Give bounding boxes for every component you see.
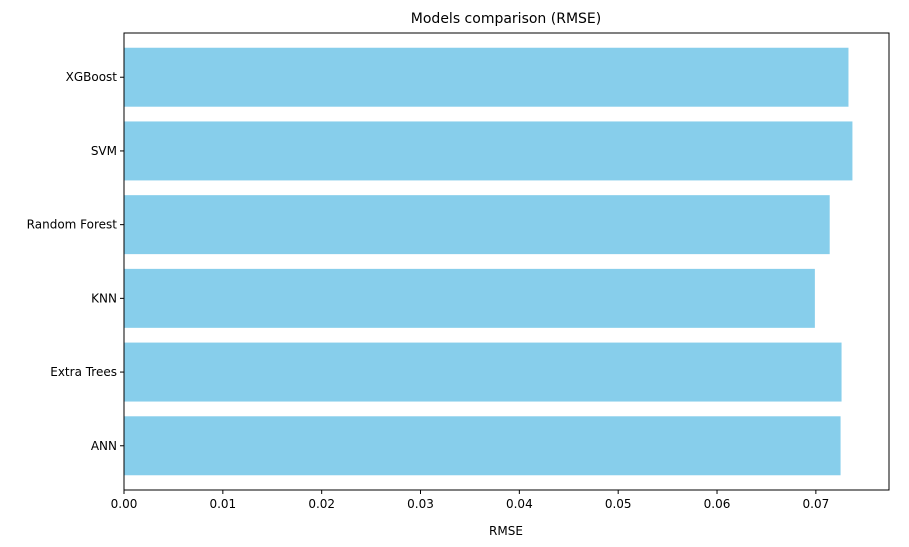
x-axis-ticks: 0.00 0.01 0.02 0.03 0.04 0.05 0.06 0.07 [111, 490, 830, 511]
bar-extra-trees [124, 342, 842, 402]
x-tick-label-0: 0.00 [111, 497, 138, 511]
bars-group [124, 47, 853, 476]
x-tick-label-6: 0.06 [704, 497, 731, 511]
chart-title: Models comparison (RMSE) [411, 11, 601, 27]
y-tick-label-knn: KNN [91, 291, 117, 305]
bar-knn [124, 268, 815, 328]
x-tick-label-4: 0.04 [506, 497, 533, 511]
y-tick-label-random-forest: Random Forest [27, 218, 118, 232]
bar-svm [124, 121, 853, 181]
x-axis-title: RMSE [489, 524, 523, 538]
bar-ann [124, 416, 841, 476]
x-tick-label-5: 0.05 [605, 497, 632, 511]
bar-xgboost [124, 47, 849, 107]
x-tick-label-3: 0.03 [407, 497, 434, 511]
y-tick-label-xgboost: XGBoost [66, 70, 118, 84]
x-tick-label-1: 0.01 [209, 497, 236, 511]
y-tick-label-extra-trees: Extra Trees [50, 365, 117, 379]
x-tick-label-2: 0.02 [308, 497, 335, 511]
x-tick-label-7: 0.07 [803, 497, 830, 511]
plot-frame [123, 32, 890, 491]
y-tick-label-ann: ANN [91, 439, 117, 453]
y-axis-ticks: ANN Extra Trees KNN Random Forest SVM XGBoost [27, 70, 124, 453]
y-tick-label-svm: SVM [91, 144, 117, 158]
bar-random-forest [124, 195, 830, 255]
